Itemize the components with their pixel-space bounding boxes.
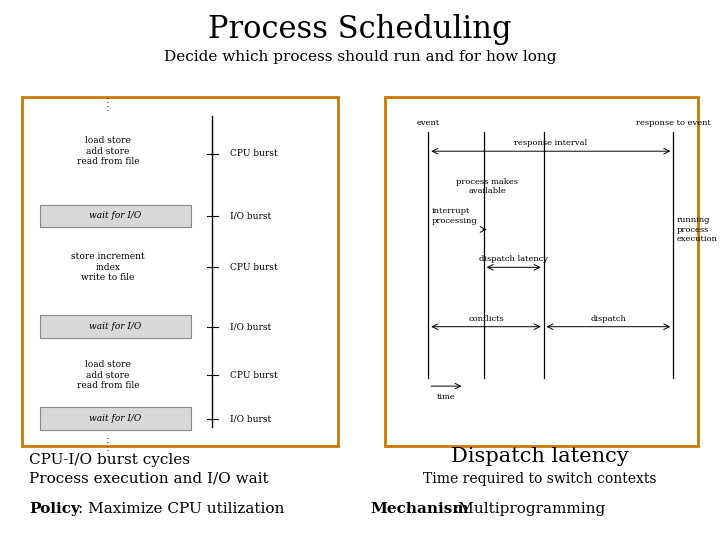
- Text: process makes
available: process makes available: [456, 178, 518, 195]
- Text: Process execution and I/O wait: Process execution and I/O wait: [29, 472, 269, 486]
- Text: I/O burst: I/O burst: [230, 322, 271, 331]
- Text: Dispatch latency: Dispatch latency: [451, 447, 629, 466]
- Text: time: time: [437, 393, 456, 401]
- Text: CPU burst: CPU burst: [230, 150, 278, 158]
- FancyBboxPatch shape: [40, 407, 191, 430]
- Text: wait for I/O: wait for I/O: [89, 322, 141, 331]
- Text: dispatch latency: dispatch latency: [479, 255, 549, 263]
- Text: load store
add store
read from file: load store add store read from file: [77, 360, 139, 390]
- Text: conflicts: conflicts: [468, 315, 504, 323]
- Text: :
:: : :: [106, 95, 110, 113]
- Text: CPU burst: CPU burst: [230, 263, 278, 272]
- Text: wait for I/O: wait for I/O: [89, 212, 141, 220]
- Text: CPU burst: CPU burst: [230, 371, 278, 380]
- Text: I/O burst: I/O burst: [230, 212, 271, 220]
- Text: : Maximize CPU utilization: : Maximize CPU utilization: [78, 502, 284, 516]
- Text: response interval: response interval: [514, 139, 588, 147]
- FancyBboxPatch shape: [40, 205, 191, 227]
- Text: CPU-I/O burst cycles: CPU-I/O burst cycles: [29, 453, 190, 467]
- Text: interrupt
processing: interrupt processing: [432, 207, 478, 225]
- Text: running
process
execution: running process execution: [677, 217, 718, 242]
- Text: event: event: [417, 119, 440, 127]
- Text: I/O burst: I/O burst: [230, 414, 271, 423]
- Text: :
:: : :: [106, 435, 110, 453]
- Text: Time required to switch contexts: Time required to switch contexts: [423, 472, 657, 486]
- FancyBboxPatch shape: [385, 97, 698, 446]
- Text: Process Scheduling: Process Scheduling: [208, 14, 512, 45]
- Text: Decide which process should run and for how long: Decide which process should run and for …: [163, 50, 557, 64]
- Text: dispatch: dispatch: [590, 315, 626, 323]
- Text: Policy: Policy: [29, 502, 80, 516]
- FancyBboxPatch shape: [40, 315, 191, 338]
- Text: Mechanism: Mechanism: [371, 502, 469, 516]
- FancyBboxPatch shape: [22, 97, 338, 446]
- Text: response to event: response to event: [636, 119, 711, 127]
- Text: :Multiprogramming: :Multiprogramming: [454, 502, 606, 516]
- Text: load store
add store
read from file: load store add store read from file: [77, 136, 139, 166]
- Text: store increment
index
write to file: store increment index write to file: [71, 252, 145, 282]
- Text: wait for I/O: wait for I/O: [89, 414, 141, 423]
